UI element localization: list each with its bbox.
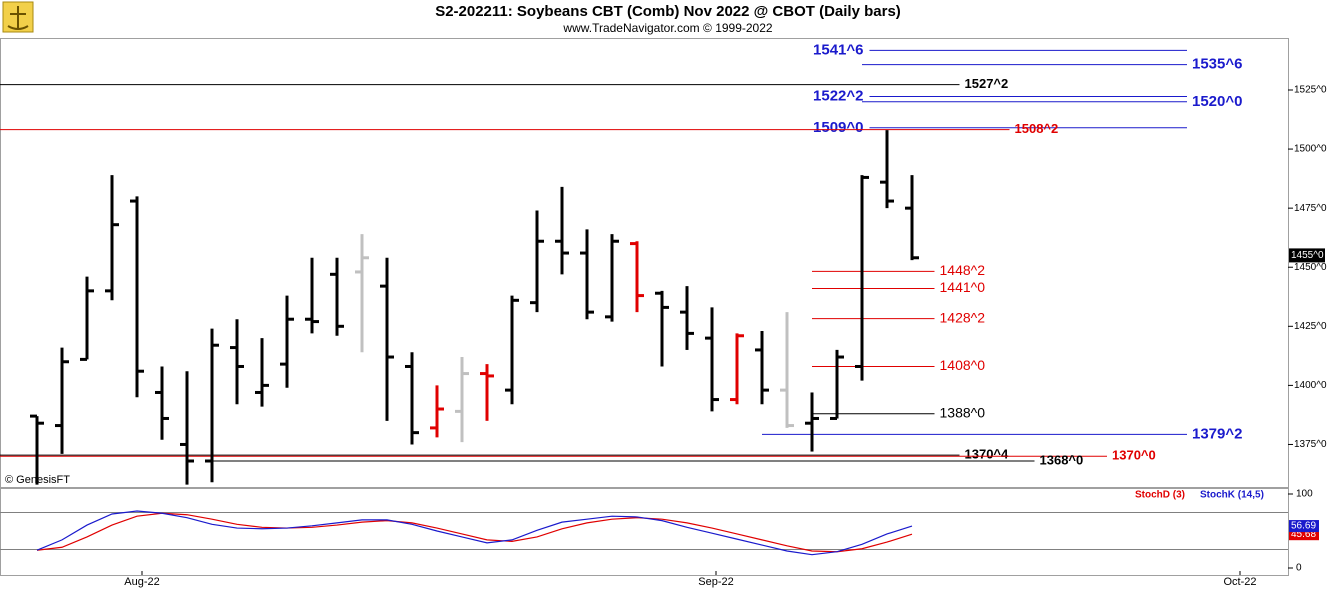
last-price-box (1289, 248, 1325, 263)
value-box (1289, 520, 1319, 533)
level-label: 1520^0 (1192, 93, 1242, 110)
y-tick-label: 1375^0 (1294, 439, 1327, 450)
level-label: 1408^0 (940, 357, 986, 373)
y-tick-label: 1475^0 (1294, 203, 1327, 214)
y-tick-label: 1400^0 (1294, 380, 1327, 391)
value-label: 45.68 (1291, 529, 1316, 540)
level-label: 1522^2 (813, 87, 863, 104)
level-label: 1388^0 (940, 404, 986, 420)
y-tick-label: 0 (1296, 563, 1302, 574)
x-tick-label: Aug-22 (124, 576, 159, 588)
x-tick-label: Sep-22 (698, 576, 733, 588)
level-label: 1535^6 (1192, 56, 1242, 73)
chart-title: S2-202211: Soybeans CBT (Comb) Nov 2022 … (435, 3, 901, 20)
level-label: 1428^2 (940, 309, 986, 325)
y-tick-label: 1525^0 (1294, 85, 1327, 96)
level-label: 1370^4 (965, 447, 1010, 462)
logo (2, 1, 34, 33)
level-label: 1368^0 (1040, 452, 1084, 467)
subtitle: www.TradeNavigator.com © 1999-2022 (562, 21, 772, 35)
level-label: 1379^2 (1192, 425, 1242, 442)
stoch-panel (0, 488, 1289, 576)
legend-entry: StochD (3) (1135, 490, 1185, 501)
legend-entry: StochK (14,5) (1200, 490, 1264, 501)
stoch-line (36, 512, 913, 553)
level-label: 1370^0 (1112, 448, 1156, 463)
y-tick-label: 1500^0 (1294, 144, 1327, 155)
price-panel (0, 38, 1289, 488)
y-tick-label: 1425^0 (1294, 321, 1327, 332)
level-label: 1541^6 (813, 41, 863, 58)
value-label: 56.69 (1291, 521, 1316, 532)
last-price-label: 1455^0 (1291, 250, 1324, 261)
y-tick-label: 1450^0 (1294, 262, 1327, 273)
y-tick-label: 100 (1296, 489, 1313, 500)
stoch-line (36, 510, 913, 556)
level-label: 1508^2 (1015, 121, 1059, 136)
level-label: 1509^0 (813, 119, 863, 136)
x-tick-label: Oct-22 (1223, 576, 1256, 588)
level-label: 1441^0 (940, 279, 986, 295)
level-label: 1527^2 (965, 76, 1009, 91)
level-label: 1448^2 (940, 262, 986, 278)
